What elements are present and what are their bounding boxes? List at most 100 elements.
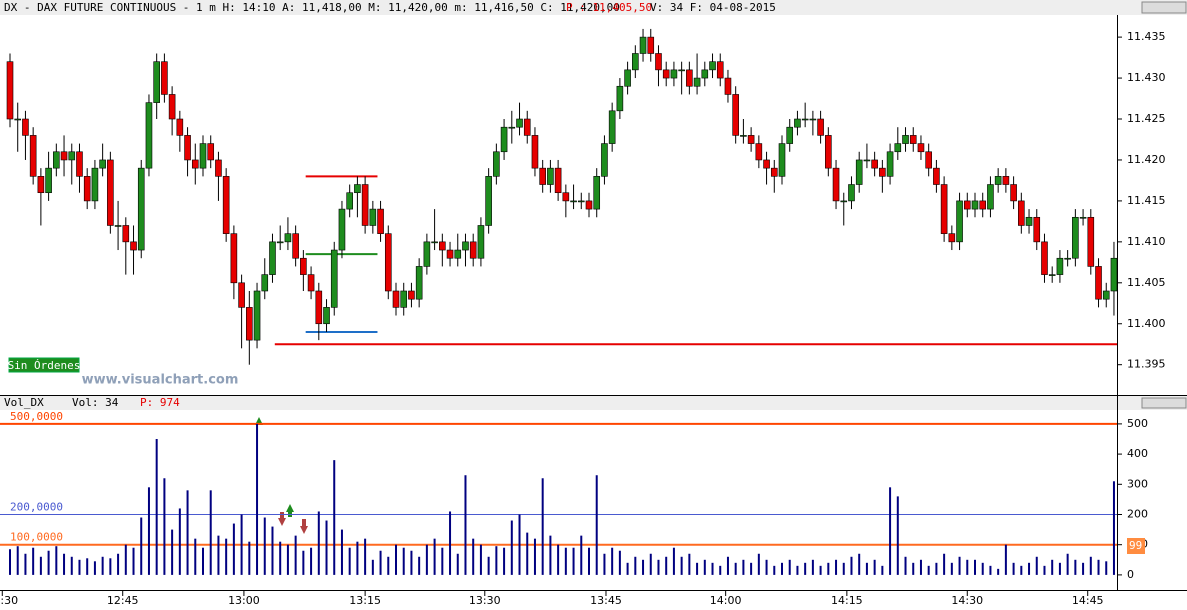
candle-body xyxy=(616,85,624,112)
volume-bar xyxy=(950,562,953,575)
candle-body xyxy=(817,118,824,136)
volume-bar xyxy=(1028,562,1031,575)
candle-body xyxy=(770,167,778,177)
volume-title: Vol_DX xyxy=(4,396,44,409)
volume-bar xyxy=(726,556,729,575)
signal-arrow xyxy=(286,504,294,517)
volume-bar xyxy=(178,508,181,575)
volume-bar xyxy=(1020,565,1023,575)
candle-body xyxy=(593,176,601,210)
volume-bar xyxy=(1105,561,1108,575)
volume-bar xyxy=(811,559,814,575)
volume-bar xyxy=(927,565,930,575)
volume-bar xyxy=(433,538,436,575)
y-tick-label: 11.430 xyxy=(1127,71,1166,84)
candle-body xyxy=(716,61,724,79)
volume-bar xyxy=(371,559,374,575)
volume-bar xyxy=(256,423,259,575)
candle-body xyxy=(276,241,284,244)
volume-bar xyxy=(456,553,459,575)
candle-body xyxy=(971,200,979,210)
candle-body xyxy=(577,200,585,203)
y-tick-label: 11.400 xyxy=(1127,317,1166,330)
candle-body xyxy=(786,126,794,144)
candle-body xyxy=(493,151,500,177)
volume-bar xyxy=(696,562,699,575)
volume-bar xyxy=(503,547,506,575)
candle-body xyxy=(686,69,693,87)
candle-body xyxy=(979,200,987,210)
volume-bar xyxy=(788,559,791,575)
candle-body xyxy=(678,69,685,72)
window-buttons[interactable] xyxy=(1141,1,1187,14)
volume-bar xyxy=(1066,553,1069,575)
y-tick-label: 11.410 xyxy=(1127,235,1166,248)
volume-stats: Vol: 34 xyxy=(72,396,119,409)
volume-bar xyxy=(981,562,984,575)
orders-button[interactable] xyxy=(8,357,80,373)
candle-body xyxy=(848,184,855,202)
signal-arrow xyxy=(278,512,286,526)
volume-bar xyxy=(850,556,853,575)
volume-bar xyxy=(1082,562,1085,575)
x-tick-label: 14:45 xyxy=(1072,594,1104,607)
candle-body xyxy=(1102,290,1110,300)
y-tick-label: 300 xyxy=(1127,477,1148,490)
volume-bar xyxy=(649,553,652,575)
candle-body xyxy=(647,36,655,54)
candle-body xyxy=(1048,274,1056,276)
x-tick-label: 13:00 xyxy=(228,594,260,607)
volume-bar xyxy=(47,550,50,575)
volume-bar xyxy=(286,544,289,575)
volume-bar xyxy=(819,565,822,575)
volume-bar xyxy=(672,547,675,575)
volume-bar xyxy=(279,541,282,575)
candle-body xyxy=(956,200,963,243)
candle-body xyxy=(207,143,215,161)
candle-body xyxy=(840,200,848,203)
volume-bar xyxy=(858,553,861,575)
candle-body xyxy=(199,143,207,169)
candle-body xyxy=(462,241,469,251)
volume-bar xyxy=(1097,559,1100,575)
candle-body xyxy=(99,159,106,169)
candle-body xyxy=(253,290,261,341)
candle-body xyxy=(269,241,276,275)
candle-body xyxy=(701,69,709,79)
candle-body xyxy=(523,118,531,136)
candle-body xyxy=(909,135,917,144)
candle-body xyxy=(1025,216,1033,226)
x-tick-label: 14:15 xyxy=(831,594,863,607)
volume-bar xyxy=(140,517,143,575)
candle-body xyxy=(37,176,45,194)
candle-body xyxy=(570,200,577,203)
volume-bar xyxy=(217,535,220,575)
candle-body xyxy=(377,208,384,234)
window-buttons[interactable] xyxy=(1141,397,1187,409)
volume-bar xyxy=(827,562,830,575)
candle-body xyxy=(222,176,230,234)
volume-bar xyxy=(379,550,382,575)
volume-bar xyxy=(1112,481,1115,575)
candle-body xyxy=(709,61,716,71)
candle-body xyxy=(1018,200,1025,226)
x-tick-label: 12:45 xyxy=(107,594,139,607)
level-label: 200,0000 xyxy=(10,500,63,513)
candle-body xyxy=(732,94,739,136)
orders-button-label[interactable]: Sin Órdenes xyxy=(8,359,81,372)
candle-body xyxy=(601,143,608,177)
volume-bar xyxy=(526,532,529,575)
volume-bar xyxy=(240,514,243,575)
volume-bar xyxy=(796,565,799,575)
volume-bar xyxy=(124,544,127,575)
candle-body xyxy=(330,249,338,308)
candle-body xyxy=(408,290,415,300)
candle-body xyxy=(902,135,909,144)
volume-bar xyxy=(742,559,745,575)
candle-body xyxy=(755,143,763,161)
candle-body xyxy=(547,167,554,185)
candle-body xyxy=(184,135,191,161)
candle-body xyxy=(168,94,176,120)
volume-bar xyxy=(580,535,583,575)
